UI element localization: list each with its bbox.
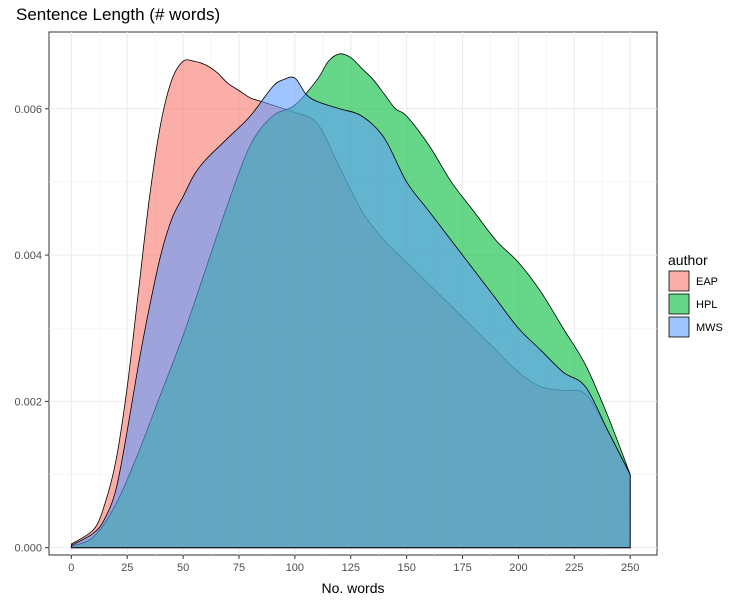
x-tick-label: 225: [565, 562, 583, 574]
x-tick-label: 0: [68, 562, 74, 574]
x-tick-label: 75: [233, 562, 245, 574]
x-tick-label: 150: [397, 562, 415, 574]
density-area-mws: [70, 76, 631, 549]
x-tick-label: 50: [177, 562, 189, 574]
legend-key-eap: [668, 270, 690, 292]
x-tick-label: 200: [509, 562, 527, 574]
y-tick-label: 0.006: [14, 104, 42, 116]
legend-key-hpl: [668, 293, 690, 315]
x-tick-label: 25: [121, 562, 133, 574]
x-tick-label: 175: [453, 562, 471, 574]
y-axis-ticks: 0.000 0.002 0.004 0.006: [14, 104, 49, 555]
density-areas: [70, 53, 631, 549]
y-tick-label: 0.002: [14, 396, 42, 408]
y-tick-label: 0.004: [14, 250, 42, 262]
chart-title: Sentence Length (# words): [16, 5, 221, 24]
x-axis-title: No. words: [321, 580, 384, 596]
x-tick-label: 100: [286, 562, 304, 574]
y-tick-label: 0.000: [14, 543, 42, 555]
legend-key-mws: [668, 316, 690, 338]
x-axis-ticks: 0 25 50 75 100 125 150 175 200 225 250: [68, 555, 639, 574]
legend-label-eap: EAP: [696, 276, 718, 288]
x-tick-label: 125: [342, 562, 360, 574]
x-tick-label: 250: [621, 562, 639, 574]
legend: author EAP HPL MWS: [668, 252, 723, 338]
legend-title: author: [668, 252, 708, 268]
legend-label-mws: MWS: [696, 322, 723, 334]
legend-label-hpl: HPL: [696, 299, 717, 311]
